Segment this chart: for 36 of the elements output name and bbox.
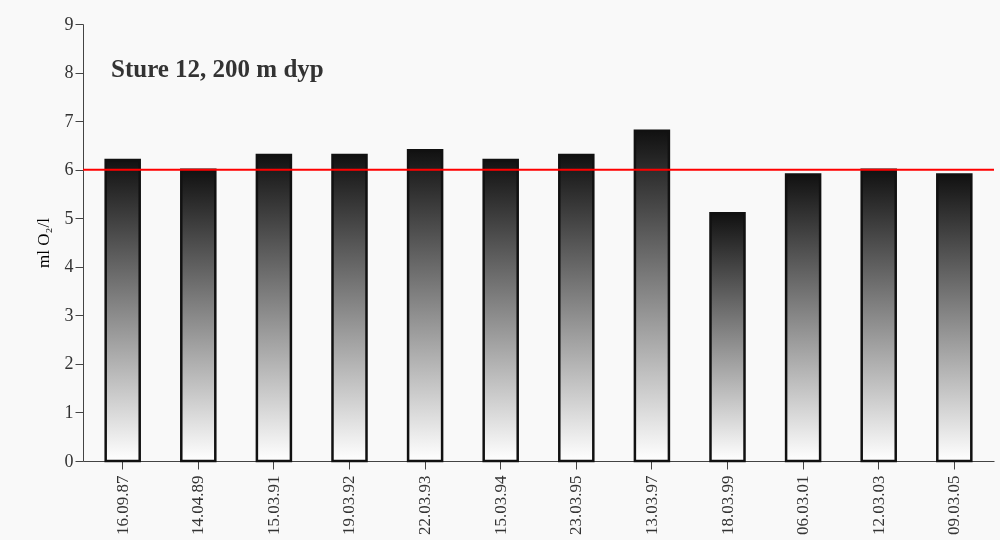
y-tick-label: 4 — [64, 256, 74, 277]
y-axis-title: ml O₂/l — [33, 217, 53, 268]
y-tick-label: 1 — [64, 401, 74, 422]
bar — [104, 158, 141, 463]
bar — [255, 153, 293, 463]
text: Sture 12, 200 m dyp — [111, 55, 324, 82]
y-tick-label: 2 — [64, 353, 74, 374]
bar — [936, 173, 973, 463]
y-tick-label: 5 — [64, 207, 74, 228]
y-tick-label: 7 — [64, 110, 74, 131]
y-tick-label: 3 — [64, 304, 74, 325]
bar — [331, 153, 368, 463]
x-tick-label: 15.03.91 — [263, 475, 283, 535]
bar — [633, 129, 671, 463]
bar — [180, 168, 217, 463]
x-tick-label: 13.03.97 — [641, 475, 661, 535]
x-tick-label: 22.03.93 — [415, 475, 435, 535]
x-tick-label: 15.03.94 — [490, 475, 510, 535]
x-tick-label: 19.03.92 — [339, 475, 359, 535]
x-tick-label: 16.09.87 — [112, 475, 132, 535]
x-tick-label: 23.03.95 — [566, 475, 586, 535]
bar — [860, 168, 897, 463]
bar — [482, 158, 519, 463]
bar — [784, 173, 822, 463]
y-tick-label: 8 — [64, 62, 74, 83]
bar — [406, 148, 444, 463]
y-tick-label: 6 — [64, 159, 74, 180]
bar — [709, 212, 746, 463]
x-tick-label: 18.03.99 — [717, 475, 737, 535]
x-tick-label: 12.03.03 — [868, 475, 888, 535]
x-tick-label: 14.04.89 — [188, 475, 208, 535]
bar — [558, 153, 595, 463]
y-tick-label: 0 — [64, 450, 74, 471]
x-tick-label: 06.03.01 — [793, 475, 813, 535]
x-tick-label: 09.03.05 — [944, 475, 964, 535]
y-tick-label: 9 — [64, 13, 74, 34]
